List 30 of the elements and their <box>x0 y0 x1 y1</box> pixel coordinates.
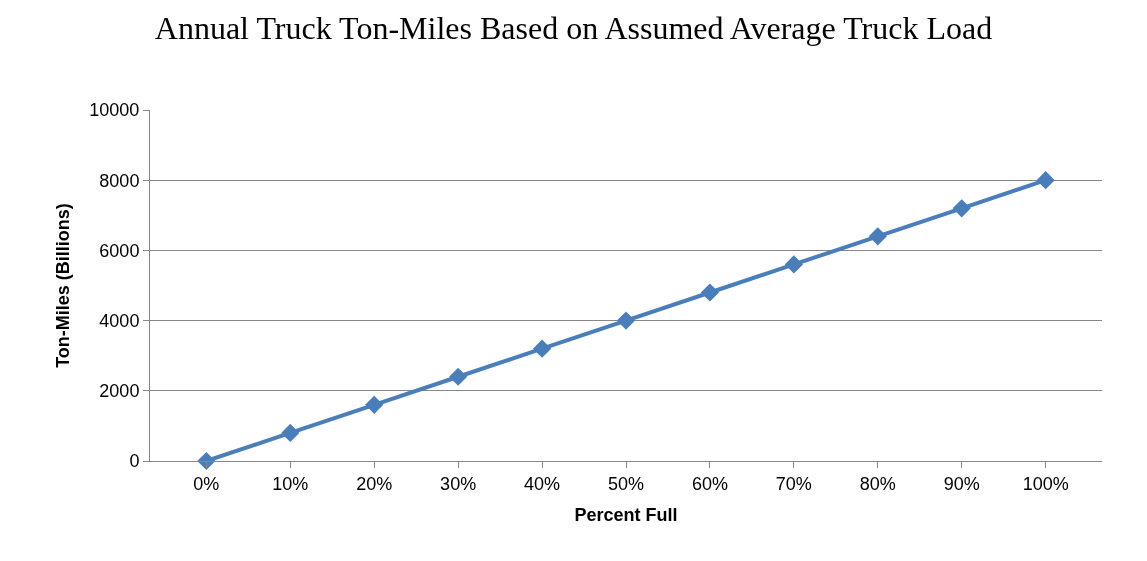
point <box>1036 171 1055 190</box>
y-tick-label: 4000 <box>99 310 140 331</box>
y-tick-label: 0 <box>129 451 140 472</box>
point <box>532 339 552 358</box>
point <box>365 395 384 414</box>
y-tick-label: 6000 <box>99 240 140 261</box>
x-tick-label: 90% <box>943 473 980 494</box>
y-tick-label: 10000 <box>89 100 140 121</box>
point <box>952 199 971 218</box>
y-tick-label: 8000 <box>99 170 140 191</box>
point <box>700 283 720 302</box>
chart-title: Annual Truck Ton-Miles Based on Assumed Average Truck Load <box>154 10 993 47</box>
x-tick-label: 20% <box>356 473 393 494</box>
x-tick-label: 100% <box>1022 473 1069 494</box>
x-tick-label: 70% <box>775 473 812 494</box>
x-tick-label: 30% <box>440 473 477 494</box>
x-axis-title: Percent Full <box>574 504 678 525</box>
point <box>281 423 300 443</box>
x-tick-label: 40% <box>524 473 561 494</box>
point <box>784 255 803 274</box>
y-tick-label: 2000 <box>99 381 140 402</box>
x-tick-label: 50% <box>607 473 645 494</box>
point <box>868 227 887 246</box>
point <box>616 311 636 330</box>
x-tick-label: 80% <box>859 473 896 494</box>
x-tick-label: 60% <box>691 473 728 494</box>
x-tick-label: 0% <box>193 473 220 494</box>
point <box>449 367 468 386</box>
y-axis-title: Ton-Miles (Billions) <box>52 203 73 368</box>
x-tick-label: 10% <box>272 473 309 494</box>
